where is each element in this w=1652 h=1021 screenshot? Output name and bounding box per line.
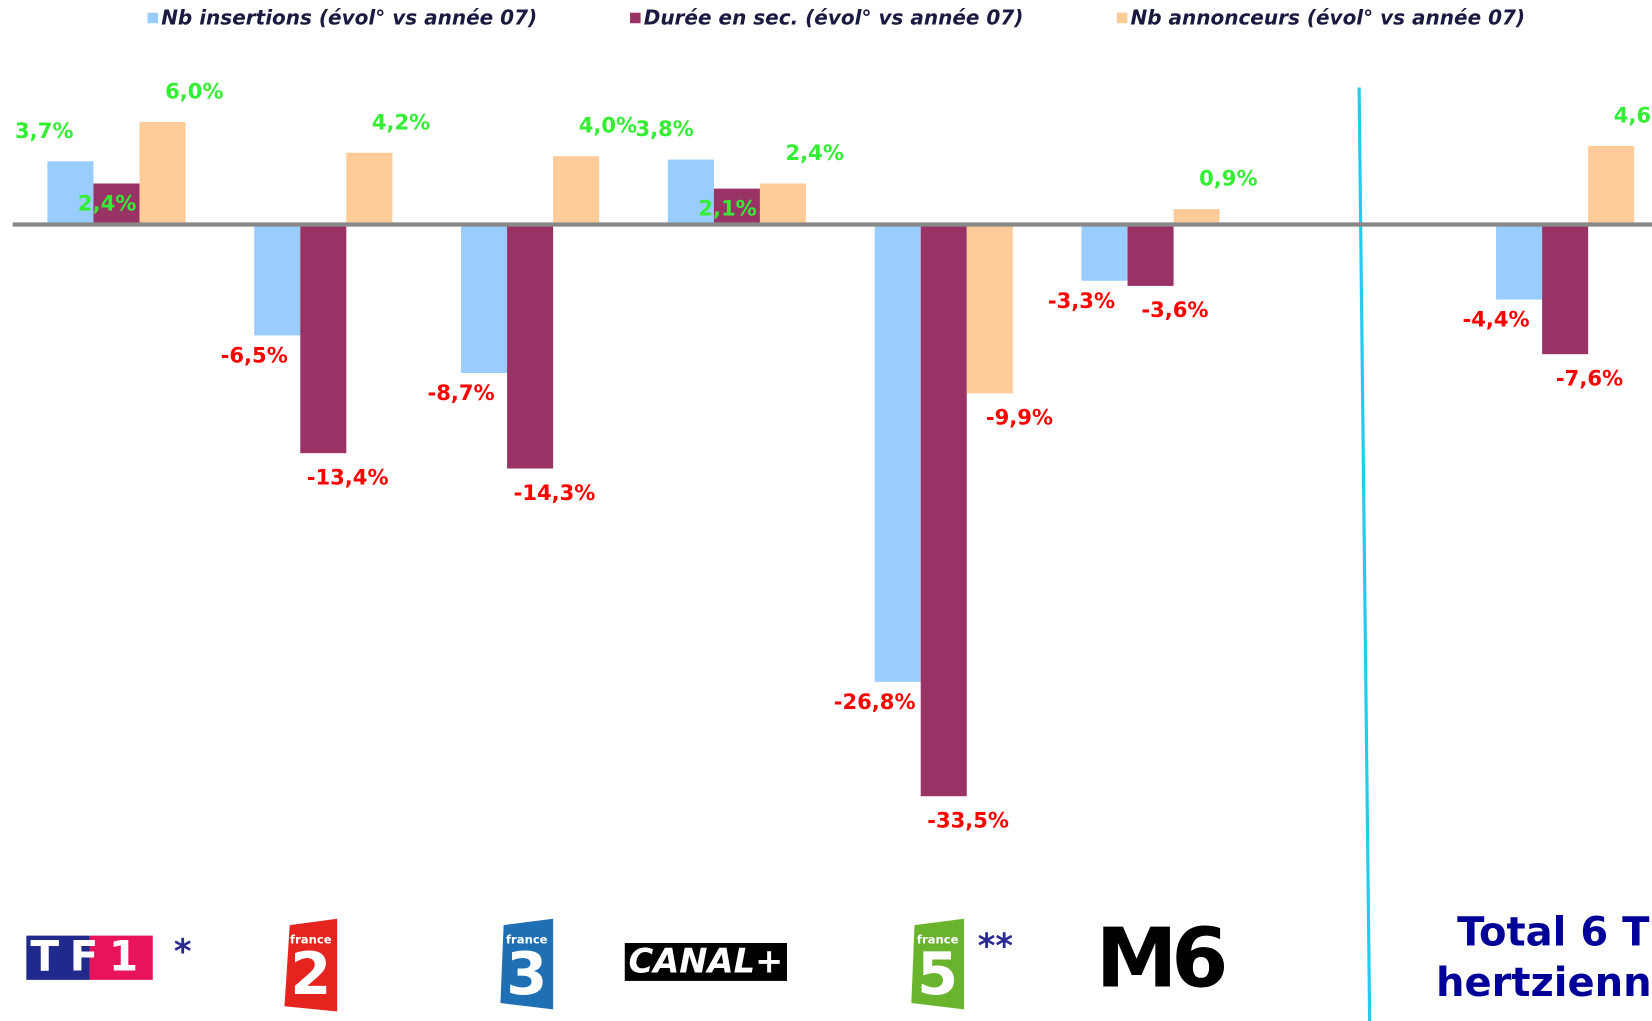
bar [1496, 224, 1543, 300]
legend-swatch [1116, 12, 1128, 24]
data-label: 4,2% [372, 109, 430, 134]
logo-bg [911, 918, 965, 1010]
data-label: 0,9% [1199, 166, 1257, 191]
bar [461, 224, 508, 373]
data-label: 6,0% [165, 79, 223, 104]
bar [1588, 145, 1635, 225]
bar [920, 224, 967, 797]
data-label: -14,3% [514, 480, 596, 505]
category-label: Total 6 T [1457, 910, 1650, 956]
data-label: 3,7% [15, 118, 73, 143]
data-label: 4,0% [579, 113, 637, 138]
data-label: -13,4% [307, 464, 389, 489]
bar [966, 224, 1013, 394]
bar [1127, 224, 1174, 286]
data-label: 2,4% [786, 140, 844, 165]
category-label: france [290, 932, 332, 946]
data-label: 4,6% [1614, 102, 1652, 127]
bar [47, 161, 94, 225]
category-label: 2 [290, 939, 331, 1008]
separator [1357, 87, 1372, 1021]
bar [139, 122, 186, 225]
bar [93, 183, 140, 225]
category-label: hertzienn [1436, 960, 1652, 1006]
data-label: -9,9% [986, 405, 1053, 430]
legend-label: Nb insertions (évol° vs année 07) [161, 6, 537, 30]
data-label: -8,7% [427, 380, 494, 405]
category-label: 3 [506, 939, 547, 1008]
footnote-mark: ** [978, 927, 1013, 966]
legend-swatch [630, 12, 641, 24]
category-label: france [506, 932, 548, 946]
category-label: TF1 [30, 931, 148, 980]
data-label: -3,6% [1141, 297, 1208, 322]
bar [1081, 224, 1128, 281]
data-label: -7,6% [1556, 365, 1623, 390]
bar [553, 156, 600, 225]
data-label: -26,8% [834, 689, 916, 714]
logo-bg [500, 918, 554, 1010]
bar [507, 224, 554, 469]
data-label: -4,4% [1462, 307, 1529, 332]
legend-label: Durée en sec. (évol° vs année 07) [644, 6, 1024, 30]
data-label: -6,5% [221, 342, 288, 367]
data-label: 2,1% [698, 196, 756, 221]
logo-bg [624, 942, 788, 981]
category-label: 5 [917, 939, 958, 1008]
data-label: -33,5% [927, 808, 1009, 833]
bar [713, 188, 760, 225]
logo-bg [26, 935, 90, 980]
bar [1542, 224, 1589, 355]
data-label: -3,3% [1048, 288, 1115, 313]
bar [300, 224, 347, 454]
data-label: 3,8% [635, 116, 693, 141]
bar [759, 183, 806, 225]
bar [874, 224, 921, 682]
bar [346, 152, 393, 225]
logo-bg [89, 935, 153, 980]
legend-swatch [147, 12, 159, 24]
bar [667, 159, 714, 225]
footnote-mark: * [174, 932, 192, 971]
category-label: M6 [1096, 912, 1224, 1007]
bar [1173, 209, 1220, 225]
category-label: CANAL+ [628, 942, 783, 981]
legend-label: Nb annonceurs (évol° vs année 07) [1130, 6, 1525, 30]
data-label: 2,4% [78, 191, 136, 216]
logo-bg [284, 918, 338, 1012]
bar [254, 224, 301, 336]
category-label: france [917, 932, 959, 946]
